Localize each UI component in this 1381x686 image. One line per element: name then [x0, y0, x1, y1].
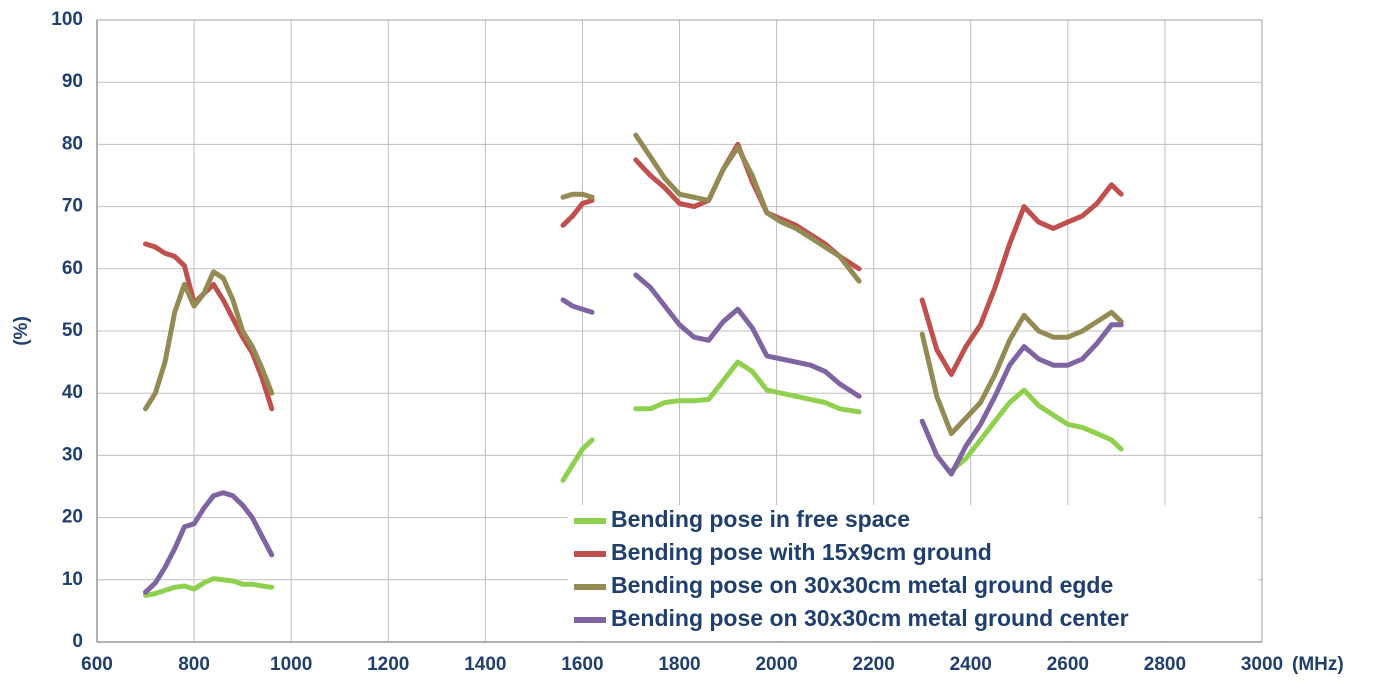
x-tick-label: 600 [81, 654, 113, 675]
y-tick-label: 0 [72, 631, 83, 652]
x-tick-label: 800 [178, 654, 210, 675]
x-tick-label: 3000 [1241, 654, 1283, 675]
line [143, 141, 1124, 412]
y-tick-label: 60 [62, 258, 83, 279]
x-tick-label: 2000 [755, 654, 797, 675]
y-tick-label: 100 [51, 9, 83, 30]
x-tick-label: 1400 [464, 654, 506, 675]
x-tick-label: 1000 [270, 654, 312, 675]
y-tick-label: 70 [62, 196, 83, 217]
legend-label: Bending pose in free space [611, 506, 910, 532]
legend-label: Bending pose with 15x9cm ground [611, 539, 992, 565]
x-tick-label: 1600 [561, 654, 603, 675]
x-axis-label: (MHz) [1292, 654, 1344, 675]
line [143, 132, 1124, 437]
line [143, 359, 1124, 598]
legend-label: Bending pose on 30x30cm metal ground egd… [611, 572, 1113, 598]
y-tick-label: 30 [62, 444, 83, 465]
x-tick-label: 1200 [367, 654, 409, 675]
x-tick-label: 2400 [950, 654, 992, 675]
legend-box [568, 505, 1258, 641]
x-tick-label: 2600 [1047, 654, 1089, 675]
x-tick-label: 2800 [1144, 654, 1186, 675]
y-tick-label: 90 [62, 71, 83, 92]
x-tick-label: 1800 [658, 654, 700, 675]
x-tick-label: 2200 [853, 654, 895, 675]
y-tick-label: 40 [62, 382, 83, 403]
y-tick-label: 20 [62, 507, 83, 528]
legend-label: Bending pose on 30x30cm metal ground cen… [611, 605, 1129, 631]
y-tick-label: 50 [62, 320, 83, 341]
y-axis-label: (%) [11, 316, 32, 346]
y-tick-label: 10 [62, 569, 83, 590]
y-tick-label: 80 [62, 133, 83, 154]
line [143, 272, 1124, 595]
plot-border [96, 19, 1263, 643]
